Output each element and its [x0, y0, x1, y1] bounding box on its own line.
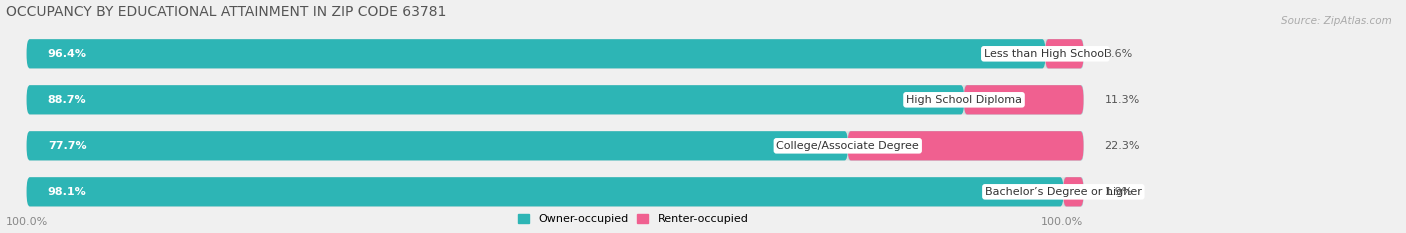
Text: College/Associate Degree: College/Associate Degree: [776, 141, 920, 151]
FancyBboxPatch shape: [1045, 39, 1084, 69]
FancyBboxPatch shape: [27, 85, 1084, 114]
FancyBboxPatch shape: [27, 177, 1063, 206]
FancyBboxPatch shape: [27, 131, 848, 161]
FancyBboxPatch shape: [965, 85, 1084, 114]
FancyBboxPatch shape: [1063, 177, 1084, 206]
Text: OCCUPANCY BY EDUCATIONAL ATTAINMENT IN ZIP CODE 63781: OCCUPANCY BY EDUCATIONAL ATTAINMENT IN Z…: [6, 5, 446, 19]
FancyBboxPatch shape: [1045, 39, 1084, 69]
Text: 100.0%: 100.0%: [1042, 217, 1084, 227]
FancyBboxPatch shape: [27, 131, 1084, 161]
FancyBboxPatch shape: [27, 39, 1084, 69]
FancyBboxPatch shape: [848, 131, 1084, 161]
Text: Source: ZipAtlas.com: Source: ZipAtlas.com: [1281, 16, 1392, 26]
FancyBboxPatch shape: [848, 131, 1084, 161]
Text: 88.7%: 88.7%: [48, 95, 86, 105]
Text: 100.0%: 100.0%: [6, 217, 48, 227]
Text: Bachelor’s Degree or higher: Bachelor’s Degree or higher: [986, 187, 1142, 197]
FancyBboxPatch shape: [27, 85, 965, 114]
Text: High School Diploma: High School Diploma: [905, 95, 1022, 105]
FancyBboxPatch shape: [27, 177, 1084, 206]
Text: 11.3%: 11.3%: [1105, 95, 1140, 105]
Legend: Owner-occupied, Renter-occupied: Owner-occupied, Renter-occupied: [513, 209, 752, 229]
FancyBboxPatch shape: [27, 39, 1046, 69]
Text: 3.6%: 3.6%: [1105, 49, 1133, 59]
FancyBboxPatch shape: [1063, 177, 1084, 206]
Text: 22.3%: 22.3%: [1105, 141, 1140, 151]
Text: 1.9%: 1.9%: [1105, 187, 1133, 197]
FancyBboxPatch shape: [965, 85, 1084, 114]
Text: Less than High School: Less than High School: [984, 49, 1107, 59]
Text: 98.1%: 98.1%: [48, 187, 87, 197]
Text: 77.7%: 77.7%: [48, 141, 86, 151]
Text: 96.4%: 96.4%: [48, 49, 87, 59]
